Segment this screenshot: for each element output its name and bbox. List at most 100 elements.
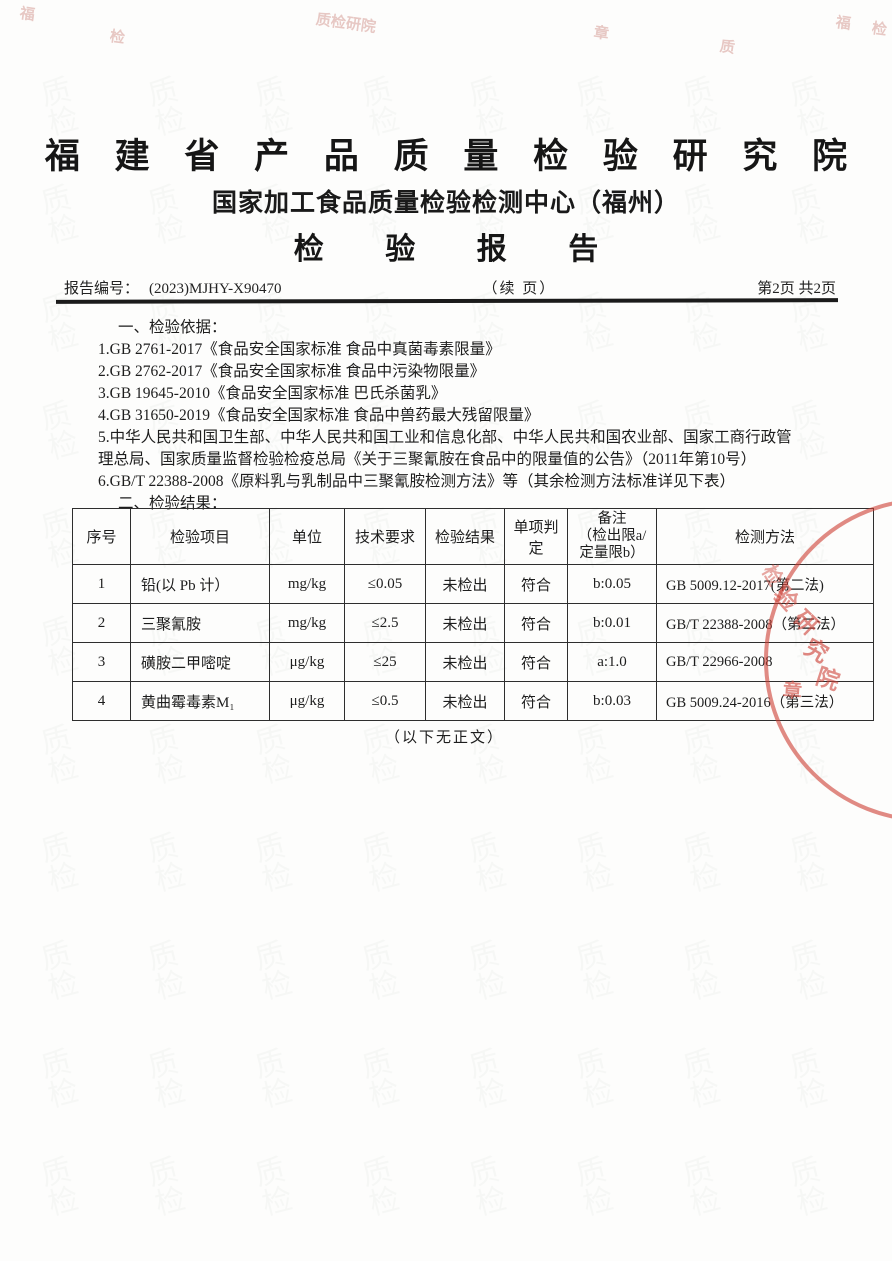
column-header: 单项判定 [504,508,568,565]
table-cell: b:0.05 [567,564,657,604]
column-header: 检测方法 [656,508,874,565]
red-ink-mark: 福 [18,6,36,24]
table-cell: 符合 [504,681,568,721]
watermark-glyph: 质检 [144,1152,190,1223]
table-cell: 符合 [504,603,568,643]
watermark-glyph: 质检 [679,936,725,1007]
table-cell: 三聚氰胺 [130,603,270,643]
table-cell: 未检出 [425,642,505,682]
column-header: 检验结果 [425,508,505,565]
table-cell: 符合 [504,642,568,682]
table-cell: ≤0.5 [344,681,426,721]
report-body: 一、检验依据： 1.GB 2761-2017《食品安全国家标准 食品中真菌毒素限… [98,317,800,515]
table-header-row: 序号 检验项目 单位 技术要求 检验结果 单项判定 备注 （检出限a/ 定量限b） 检测方法 [72,508,874,565]
testing-center-name: 国家加工食品质量检验检测中心（福州） [211,190,680,217]
basis-item: 3.GB 19645-2010《食品安全国家标准 巴氏杀菌乳》 [98,385,447,402]
column-header: 备注 （检出限a/ 定量限b） [567,508,657,565]
watermark-glyph: 质检 [358,1152,404,1223]
table-cell: 未检出 [425,564,505,604]
watermark-glyph: 质检 [786,1152,832,1223]
watermark-glyph: 质检 [679,1152,725,1223]
red-ink-mark: 检 [870,21,888,39]
table-cell: 4 [72,681,131,721]
table-row: 2 三聚氰胺 mg/kg ≤2.5 未检出 符合 b:0.01 GB/T 22388-2008… [72,603,874,643]
table-cell: GB/T 22388-2008（第二法） [656,603,874,643]
watermark-glyph: 质检 [251,936,297,1007]
watermark-glyph: 质检 [37,396,83,467]
watermark-glyph: 质检 [251,828,297,899]
watermark-glyph: 质检 [465,1044,511,1115]
watermark-glyph: 质检 [37,828,83,899]
watermark-glyph: 质检 [144,1044,190,1115]
table-cell: mg/kg [269,603,345,643]
table-cell: μg/kg [269,681,345,721]
red-ink-mark: 质检 [314,11,347,32]
table-cell: 未检出 [425,603,505,643]
basis-item: 4.GB 31650-2019《食品安全国家标准 食品中兽药最大残留限量》 [98,407,540,424]
report-number-group: 报告编号： (2023)MJHY-X90470 [64,277,282,298]
watermark-glyph: 质检 [786,828,832,899]
table-cell: ≤2.5 [344,603,426,643]
table-row: 1 铅(以 Pb 计） mg/kg ≤0.05 未检出 符合 b:0.05 GB 5009.1… [72,564,874,604]
basis-item: 6.GB/T 22388-2008《原料乳与乳制品中三聚氰胺检测方法》等（其余检… [98,473,735,490]
table-cell: GB/T 22966-2008 [656,642,874,682]
table-cell: 未检出 [425,681,505,721]
watermark-glyph: 质检 [679,828,725,899]
report-title: 检 验 报 告 [293,233,626,266]
watermark-glyph: 质检 [786,936,832,1007]
column-header: 检验项目 [130,508,270,565]
red-ink-mark: 章 [592,25,610,43]
table-cell: 2 [72,603,131,643]
watermark-glyph: 质检 [572,1152,618,1223]
table-cell: GB 5009.12-2017(第二法) [656,564,874,604]
watermark-glyph: 质检 [251,1152,297,1223]
watermark-glyph: 质检 [37,1044,83,1115]
basis-item: 5.中华人民共和国卫生部、中华人民共和国工业和信息化部、中华人民共和国农业部、国… [98,429,792,468]
table-cell: 符合 [504,564,568,604]
header-divider [55,298,839,304]
table-cell: μg/kg [269,642,345,682]
watermark-glyph: 质检 [358,1044,404,1115]
institute-name: 福 建 省 产 品 质 量 检 验 研 究 院 [44,137,861,176]
red-ink-mark: 研院 [344,15,377,36]
end-of-text-note: （以下无正文） [384,730,504,746]
watermark-glyph: 质检 [358,936,404,1007]
red-ink-mark: 福 [834,15,852,33]
column-header: 单位 [269,508,345,565]
red-ink-mark: 质 [718,39,736,57]
basis-list: 1.GB 2761-2017《食品安全国家标准 食品中真菌毒素限量》 2.GB 2… [98,339,800,493]
watermark-glyph: 质检 [786,1044,832,1115]
watermark-glyph: 质检 [358,828,404,899]
watermark-glyph: 质检 [465,1152,511,1223]
table-row: 4 黄曲霉毒素M₁ μg/kg ≤0.5 未检出 符合 b:0.03 GB 5009.24-2… [72,681,874,721]
watermark-glyph: 质检 [572,828,618,899]
watermark-glyph: 质检 [572,1044,618,1115]
table-cell: 3 [72,642,131,682]
column-header: 序号 [72,508,131,565]
table-cell: a:1.0 [567,642,657,682]
column-header: 技术要求 [344,508,426,565]
meta-row: 报告编号： (2023)MJHY-X90470 （续 页） 第2页 共2页 [64,277,836,298]
page-number-label: 第2页 共2页 [757,281,836,297]
table-cell: 黄曲霉毒素M₁ [130,681,270,721]
table-cell: 铅(以 Pb 计） [130,564,270,604]
table-cell: b:0.03 [567,681,657,721]
watermark-glyph: 质检 [572,936,618,1007]
table-row: 3 磺胺二甲嘧啶 μg/kg ≤25 未检出 符合 a:1.0 GB/T 22966-2008 [72,642,874,682]
red-ink-mark: 检 [108,29,126,47]
report-number-value: (2023)MJHY-X90470 [149,281,282,297]
table-cell: mg/kg [269,564,345,604]
watermark-glyph: 质检 [679,1044,725,1115]
watermark-glyph: 质检 [465,936,511,1007]
basis-item: 2.GB 2762-2017《食品安全国家标准 食品中污染物限量》 [98,363,486,380]
basis-item: 1.GB 2761-2017《食品安全国家标准 食品中真菌毒素限量》 [98,341,501,358]
table-cell: GB 5009.24-2016（第三法） [656,681,874,721]
table-cell: 1 [72,564,131,604]
basis-heading: 一、检验依据： [118,319,227,336]
table-cell: b:0.01 [567,603,657,643]
watermark-glyph: 质检 [251,1044,297,1115]
watermark-glyph: 质检 [144,936,190,1007]
results-heading: 二、检验结果： [118,495,227,512]
results-table: 序号 检验项目 单位 技术要求 检验结果 单项判定 备注 （检出限a/ 定量限b） 检测方法 … [72,508,874,721]
